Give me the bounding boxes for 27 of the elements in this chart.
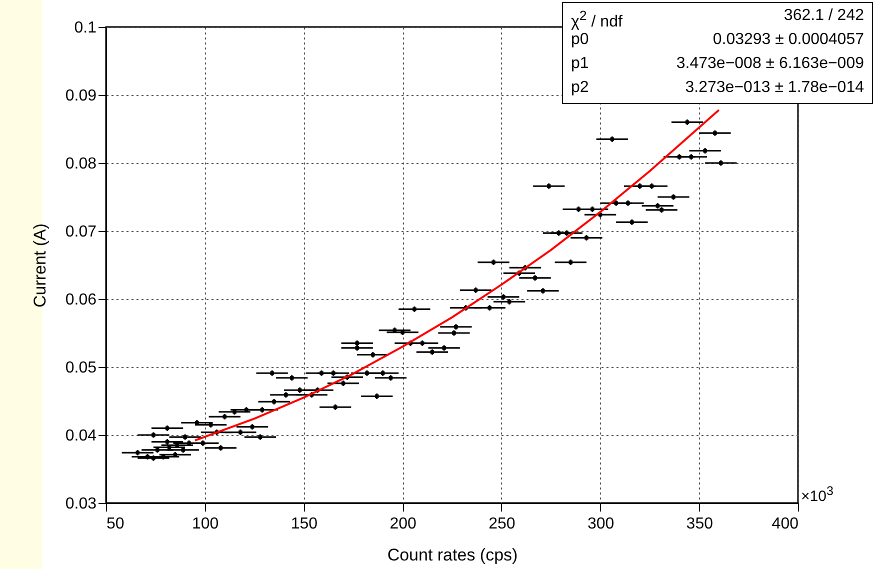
y-tick-label: 0.06 bbox=[65, 292, 97, 308]
x-tick-label: 350 bbox=[686, 516, 714, 532]
x-axis-title: Count rates (cps) bbox=[387, 546, 518, 564]
x-tick-label: 200 bbox=[390, 516, 417, 532]
annotation: 0.03293 ± 0.0004057 bbox=[712, 30, 864, 50]
annotation: p1 bbox=[571, 54, 589, 74]
y-tick-label: 0.07 bbox=[65, 224, 97, 240]
text: 362.1 / 242 bbox=[784, 6, 864, 26]
y-tick-label: 0.03 bbox=[65, 496, 97, 512]
y-tick-label: 0.08 bbox=[65, 156, 97, 172]
y-axis-title: Current (A) bbox=[30, 223, 50, 308]
annotation: χ$^{2}$ / ndf bbox=[571, 7, 622, 30]
x-tick-label: 50 bbox=[106, 516, 124, 532]
x-tick-label: 250 bbox=[488, 516, 516, 532]
x-tick-label: 150 bbox=[290, 516, 318, 532]
y-tick-label: 0.05 bbox=[65, 360, 97, 376]
text: ×10$^{3}$ bbox=[801, 484, 834, 505]
annotation: 3.473e−008 ± 6.163e−009 bbox=[676, 54, 864, 74]
y-tick-label: 0.1 bbox=[74, 20, 97, 36]
annotation: p0 bbox=[571, 31, 589, 48]
x-tick-label: 400 bbox=[772, 516, 799, 532]
y-tick-label: 0.09 bbox=[65, 88, 97, 104]
x-tick-label: 300 bbox=[587, 516, 614, 532]
annotation: p2 bbox=[571, 78, 589, 98]
annotation: 3.273e−013 ± 1.78e−014 bbox=[685, 78, 864, 98]
y-tick-label: 0.04 bbox=[65, 428, 97, 444]
x-tick-label: 100 bbox=[192, 516, 219, 532]
